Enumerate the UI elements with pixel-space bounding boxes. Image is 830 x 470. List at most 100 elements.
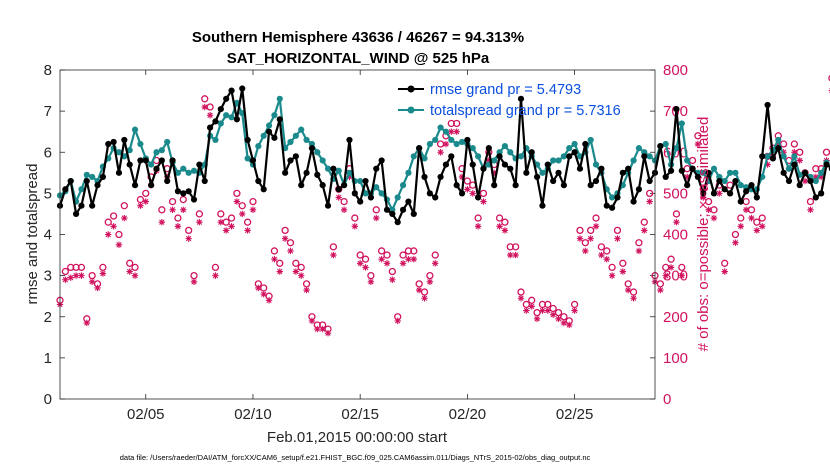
totalspread-point bbox=[775, 136, 782, 144]
rmse-point bbox=[598, 165, 605, 172]
possible-point bbox=[104, 218, 112, 226]
assimilated-point bbox=[641, 227, 648, 234]
possible-point bbox=[597, 243, 606, 251]
totalspread-point bbox=[217, 120, 224, 127]
possible-point bbox=[806, 197, 815, 206]
assimilated-point bbox=[399, 260, 407, 267]
assimilated-point bbox=[421, 295, 428, 302]
rmse-point bbox=[416, 145, 423, 152]
assimilated-point bbox=[201, 103, 208, 111]
assimilated-point bbox=[432, 260, 439, 267]
assimilated-point bbox=[737, 223, 744, 230]
totalspread-point bbox=[818, 169, 825, 176]
assimilated-point bbox=[415, 286, 423, 294]
data-file-footnote: data file: /Users/raeder/DAI/ATM_forcXX/… bbox=[120, 453, 591, 462]
rmse-point bbox=[89, 202, 96, 209]
assimilated-point bbox=[817, 173, 825, 181]
totalspread-point bbox=[126, 147, 133, 154]
rmse-point bbox=[566, 153, 573, 160]
possible-point bbox=[292, 259, 300, 267]
y-tick-label-right: 0 bbox=[663, 391, 671, 408]
x-tick-label: 02/25 bbox=[556, 406, 594, 423]
possible-point bbox=[184, 226, 193, 235]
rmse-point bbox=[303, 169, 310, 176]
totalspread-point bbox=[362, 190, 369, 197]
totalspread-point bbox=[410, 153, 417, 160]
assimilated-point bbox=[560, 319, 568, 327]
assimilated-point bbox=[523, 307, 530, 314]
possible-point bbox=[721, 259, 729, 267]
rmse-point bbox=[265, 128, 273, 135]
totalspread-point bbox=[174, 169, 182, 176]
rmse-point bbox=[694, 173, 701, 181]
possible-point bbox=[479, 189, 488, 198]
rmse-point bbox=[421, 173, 428, 181]
possible-point bbox=[672, 210, 681, 218]
y-tick-label-left: 6 bbox=[44, 144, 52, 161]
rmse-point bbox=[710, 190, 718, 197]
assimilated-point bbox=[528, 303, 535, 310]
y-tick-label-right: 100 bbox=[663, 350, 688, 367]
y-tick-label-left: 3 bbox=[44, 268, 52, 285]
assimilated-point bbox=[624, 286, 632, 294]
rmse-point bbox=[657, 142, 664, 150]
totalspread-point bbox=[550, 157, 557, 164]
assimilated-point bbox=[791, 149, 798, 156]
rmse-point bbox=[201, 177, 208, 185]
assimilated-point bbox=[212, 272, 219, 279]
rmse-point bbox=[823, 161, 830, 168]
x-tick-label: 02/15 bbox=[341, 406, 379, 423]
assimilated-point bbox=[330, 251, 337, 259]
possible-point bbox=[377, 247, 386, 255]
assimilated-point bbox=[673, 218, 680, 226]
totalspread-point bbox=[421, 155, 428, 162]
rmse-point bbox=[453, 182, 460, 189]
assimilated-point bbox=[566, 321, 573, 329]
assimilated-point bbox=[99, 270, 107, 277]
rmse-point bbox=[619, 169, 626, 176]
assimilated-point bbox=[378, 255, 385, 263]
possible-point bbox=[731, 230, 740, 239]
assimilated-point bbox=[115, 241, 123, 248]
y-tick-label-left: 7 bbox=[44, 103, 52, 120]
rmse-point bbox=[292, 153, 299, 160]
assimilated-point bbox=[126, 268, 133, 275]
rmse-point bbox=[587, 182, 594, 189]
rmse-point bbox=[501, 161, 509, 168]
possible-point bbox=[511, 243, 520, 251]
assimilated-point bbox=[426, 278, 434, 285]
rmse-point bbox=[340, 182, 348, 189]
totalspread-point bbox=[287, 138, 294, 146]
rmse-point bbox=[732, 177, 739, 185]
totalspread-point bbox=[458, 138, 466, 146]
assimilated-point bbox=[158, 218, 166, 226]
x-tick-label: 02/20 bbox=[449, 406, 487, 423]
assimilated-point bbox=[260, 290, 267, 298]
totalspread-point bbox=[646, 153, 653, 160]
rmse-point bbox=[533, 173, 541, 181]
totalspread-point bbox=[678, 120, 685, 127]
possible-point bbox=[608, 263, 616, 272]
rmse-point bbox=[389, 210, 396, 218]
possible-point bbox=[281, 226, 289, 235]
totalspread-point bbox=[635, 145, 643, 152]
rmse-point bbox=[399, 206, 407, 213]
totalspread-point bbox=[780, 153, 787, 160]
totalspread-point bbox=[244, 155, 251, 162]
rmse-point bbox=[812, 194, 819, 201]
possible-point bbox=[667, 255, 675, 263]
assimilated-point bbox=[533, 315, 541, 323]
legend: rmse grand pr = 5.4793 totalspread grand… bbox=[398, 82, 621, 119]
assimilated-point bbox=[448, 128, 455, 135]
rmse-point bbox=[357, 198, 364, 205]
rmse-point bbox=[662, 173, 669, 181]
rmse-point bbox=[394, 219, 401, 226]
chart-title: Southern Hemisphere 43636 / 46267 = 94.3… bbox=[192, 29, 524, 46]
rmse-point bbox=[324, 202, 332, 209]
assimilated-point bbox=[292, 268, 300, 275]
rmse-point bbox=[330, 165, 337, 172]
totalspread-point bbox=[399, 182, 407, 189]
possible-point bbox=[619, 259, 627, 267]
assimilated-point bbox=[598, 251, 605, 259]
legend-label-spread: totalspread grand pr = 5.7316 bbox=[430, 103, 621, 119]
